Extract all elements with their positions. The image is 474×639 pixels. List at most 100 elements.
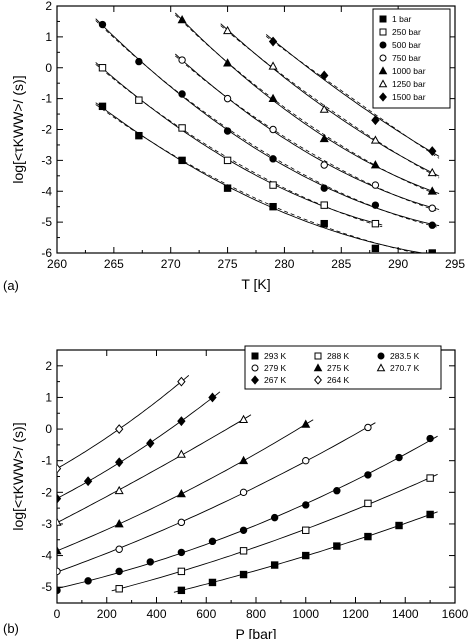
panel-a-legend: 1 bar 250 bar 500 bar 750 bar 1000 bar 1250 b… xyxy=(372,8,451,109)
panel-a-y-axis-title: log[<τKWW>/ (s)] xyxy=(10,75,26,183)
panel-a-data-point xyxy=(320,184,328,192)
panel-b-y-tick-label: 1 xyxy=(45,390,52,404)
panel-b-y-axis-title: log[<τKWW>/ (s)] xyxy=(10,422,26,530)
panel-b-legend-label: 264 K xyxy=(327,375,350,385)
panel-a-data-point xyxy=(223,58,233,67)
panel-a-x-tick-label: 290 xyxy=(388,257,408,271)
chart-panel-b: 0 200 400 600 800 1000 1200 1400 1600 -5 -4 -3 -2 -1 0… xyxy=(3,345,469,639)
panel-a-data-point xyxy=(268,93,278,103)
panel-a-data-point xyxy=(178,156,186,165)
panel-b-data-point xyxy=(302,551,310,560)
panel-b-data-point xyxy=(364,471,372,479)
panel-b-curves xyxy=(57,375,438,593)
panel-a-data-point xyxy=(428,204,436,212)
panel-b-data-point xyxy=(57,517,62,526)
panel-b-data-point xyxy=(115,545,123,553)
panel-a-data-point xyxy=(178,90,186,98)
panel-b-data-point xyxy=(114,485,124,495)
panel-a-data-point xyxy=(269,181,277,189)
panel-a-fit-line-dashed xyxy=(95,63,383,228)
panel-b-legend-box xyxy=(244,345,442,390)
panel-a-data-point xyxy=(135,131,143,140)
panel-b-fit-line xyxy=(57,391,221,499)
panel-a-data-point xyxy=(223,184,232,192)
panel-a-y-tick-label: -4 xyxy=(41,184,52,198)
panel-b-legend-label: 267 K xyxy=(264,375,287,385)
panel-a-data-point xyxy=(177,15,187,24)
panel-b-x-tick-label: 600 xyxy=(196,607,216,621)
panel-a-data-point xyxy=(98,64,107,72)
panel-b-data-point xyxy=(239,526,248,534)
panel-a-y-tick-label: -1 xyxy=(41,92,52,106)
panel-b-fit-line xyxy=(57,414,252,524)
panel-b-data-point xyxy=(177,518,186,527)
panel-a-data-point xyxy=(319,133,329,143)
panel-a-fit-line-dashed xyxy=(175,14,440,196)
panel-b-data-point xyxy=(426,474,434,482)
panel-b-data-point xyxy=(364,499,372,508)
panel-a-data-point xyxy=(371,115,380,126)
panel-a-data-point xyxy=(223,156,232,165)
panel-b-data-point xyxy=(239,570,248,579)
panel-b-data-point xyxy=(270,513,279,522)
panel-b-panel-label: (b) xyxy=(3,621,19,636)
panel-a-data-point xyxy=(135,96,143,104)
panel-a-data-point xyxy=(178,56,186,64)
panel-a-legend-marker xyxy=(379,92,387,102)
panel-a-legend-label: 500 bar xyxy=(392,40,421,50)
panel-a-panel-label: (a) xyxy=(3,278,19,293)
panel-a-legend-marker xyxy=(378,66,388,75)
panel-a-y-tick-label: -2 xyxy=(41,123,52,137)
panel-b-data-point xyxy=(302,526,310,534)
panel-b-fit-line xyxy=(111,473,438,592)
panel-b-data-point xyxy=(426,510,434,519)
panel-a-fit-line xyxy=(95,102,426,253)
panel-a-data-point xyxy=(320,201,328,209)
panel-b-legend-label: 288 K xyxy=(327,351,350,361)
panel-b-fit-line xyxy=(57,419,314,552)
panel-b-y-tick-label: -4 xyxy=(41,549,52,563)
panel-b-data-point xyxy=(239,455,249,465)
panel-a-y-tick-label: 0 xyxy=(45,61,52,75)
panel-b-legend-label: 293 K xyxy=(264,351,287,361)
panel-a-fit-line-dashed xyxy=(265,35,440,159)
panel-a-legend-label: 1000 bar xyxy=(392,66,426,76)
panel-b-y-tick-label: -3 xyxy=(41,517,52,531)
panel-a-data-point xyxy=(269,202,277,211)
panel-b-data-point xyxy=(83,476,93,487)
panel-a-data-point xyxy=(269,155,277,163)
panel-a-fit-line-dashed xyxy=(95,20,440,228)
panel-a-data-point xyxy=(371,219,380,228)
panel-a-data-point xyxy=(370,160,380,169)
panel-b-data-point xyxy=(177,586,186,595)
panel-b-data-point xyxy=(302,456,310,465)
panel-b-y-tick-label: -5 xyxy=(41,580,52,594)
panel-b-data-point xyxy=(333,487,341,495)
panel-a-fit-line-dashed xyxy=(95,104,419,253)
panel-b-y-tick-label: 0 xyxy=(45,422,52,436)
panel-b-data-point xyxy=(57,493,62,504)
panel-b-data-point xyxy=(146,438,155,449)
panel-a-x-tick-label: 270 xyxy=(161,257,181,271)
panel-b-data-point xyxy=(176,449,186,458)
panel-b-x-tick-label: 1200 xyxy=(342,607,369,621)
panel-b-data-point xyxy=(177,376,186,387)
panel-b-data-point xyxy=(208,392,217,403)
panel-a-data-point xyxy=(371,181,380,189)
panel-b-data-point xyxy=(364,423,372,432)
panel-b-data-point xyxy=(239,488,248,497)
panel-b-data-point xyxy=(177,548,186,557)
panel-a-data-point xyxy=(98,20,107,29)
panel-a-data-point xyxy=(319,104,329,113)
panel-a-x-tick-label: 280 xyxy=(274,257,294,271)
panel-b-data-point xyxy=(177,567,186,576)
panel-b-x-tick-label: 800 xyxy=(246,607,266,621)
panel-b-data-point xyxy=(395,453,403,462)
panel-a-data-point xyxy=(178,124,186,132)
panel-b-data-point xyxy=(177,416,186,427)
panel-a-data-point xyxy=(223,94,232,103)
panel-b-data-point xyxy=(114,519,124,528)
panel-b-x-tick-label: 0 xyxy=(54,607,61,621)
panel-a-data-point xyxy=(223,127,232,135)
